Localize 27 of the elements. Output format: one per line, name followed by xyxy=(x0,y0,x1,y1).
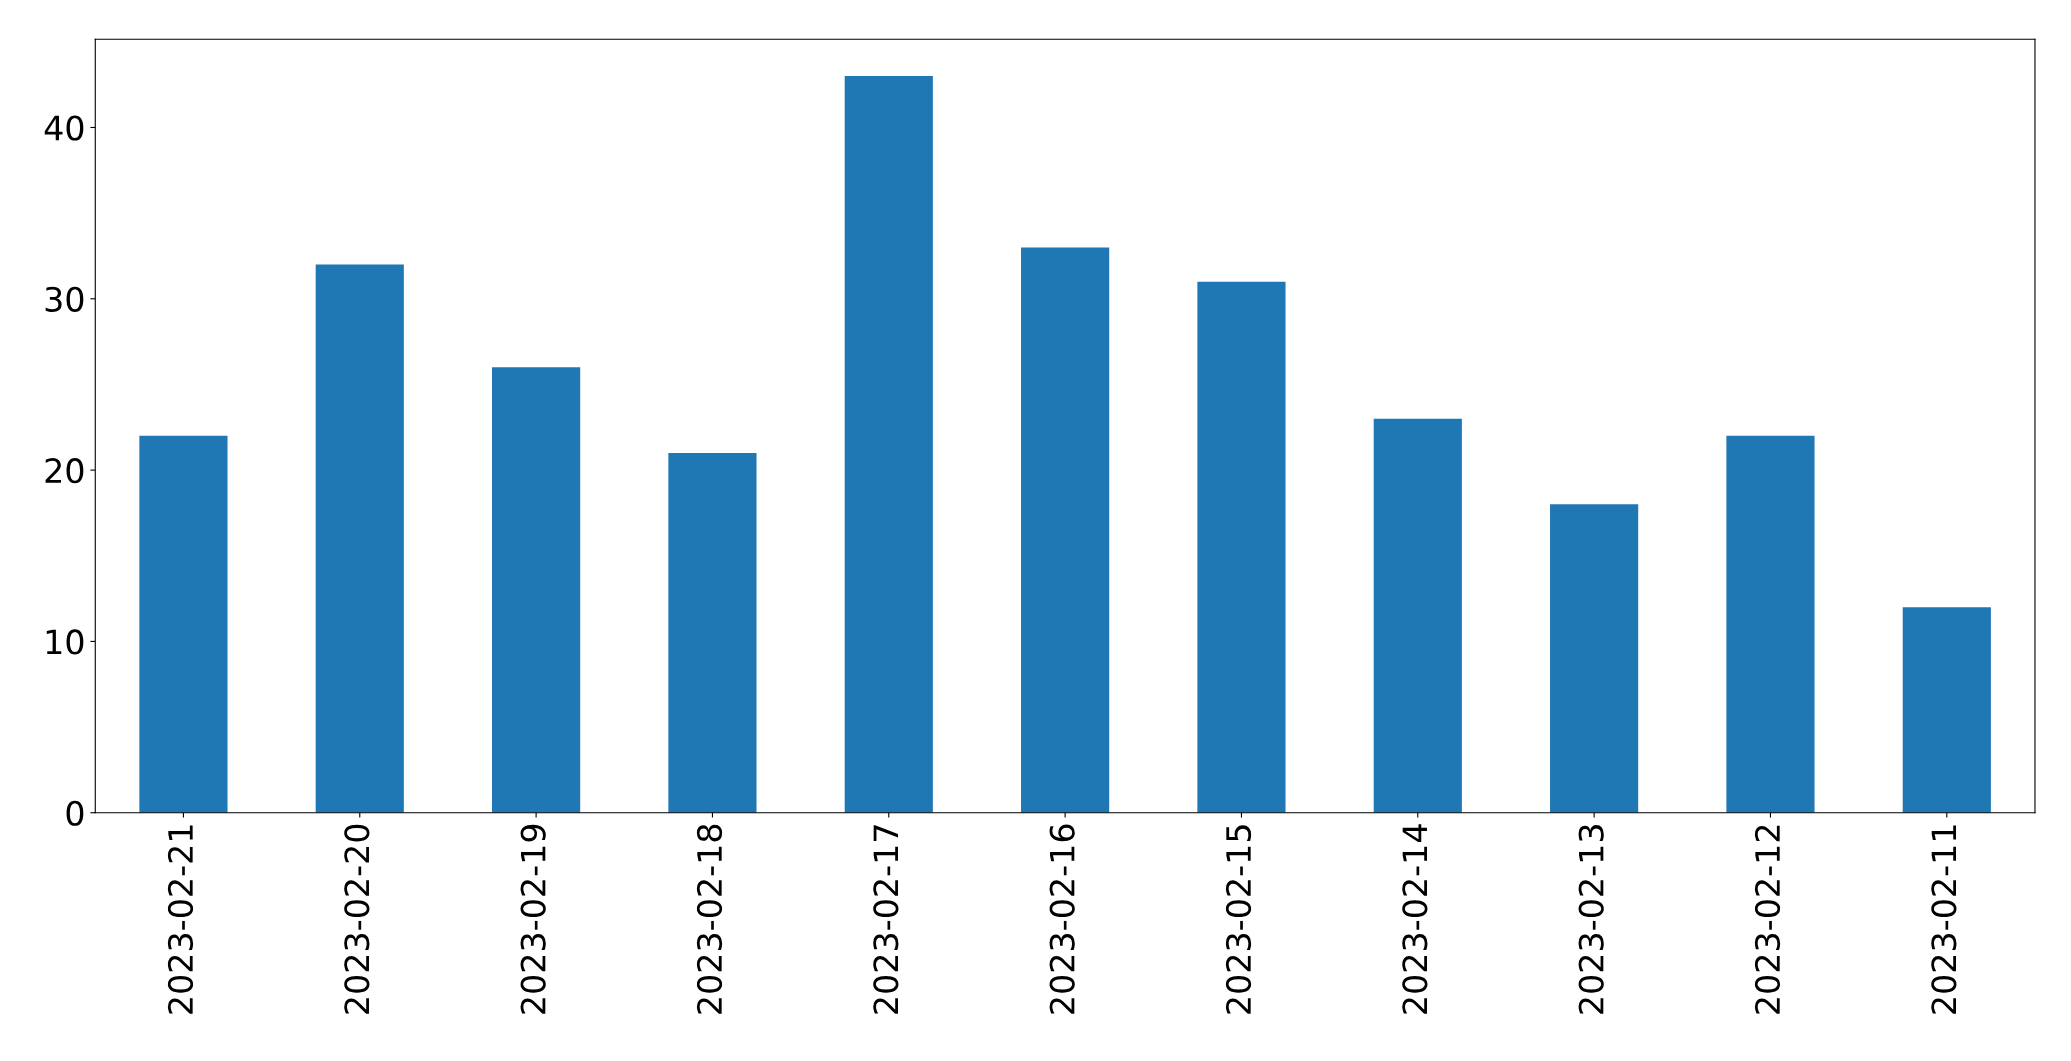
x-tick-label: 2023-02-12 xyxy=(1754,825,1781,1014)
bar xyxy=(844,76,933,813)
x-tick-label: 2023-02-17 xyxy=(873,825,899,1014)
y-tick-label: 0 xyxy=(66,800,84,826)
x-tick-label: 2023-02-16 xyxy=(1049,824,1075,1014)
x-tick-label: 2023-02-14 xyxy=(1402,824,1428,1014)
bar xyxy=(1197,281,1286,813)
bar xyxy=(1021,247,1110,813)
x-tick-label: 2023-02-15 xyxy=(1225,825,1252,1014)
x-tick-label: 2023-02-18 xyxy=(696,824,723,1014)
x-tick-label: 2023-02-13 xyxy=(1578,825,1604,1014)
y-tick-label: 20 xyxy=(45,458,84,484)
y-tick-label: 10 xyxy=(46,629,84,655)
x-tick-label: 2023-02-11 xyxy=(1931,825,1957,1014)
bar xyxy=(1373,418,1462,813)
bar xyxy=(139,435,228,813)
bar xyxy=(1726,435,1815,813)
x-tick-label: 2023-02-21 xyxy=(167,825,194,1014)
bar xyxy=(1550,504,1639,813)
x-tick-label: 2023-02-19 xyxy=(520,824,546,1014)
bar xyxy=(315,264,404,813)
y-tick-label: 30 xyxy=(45,286,84,312)
bar xyxy=(492,367,581,813)
x-tick-label: 2023-02-20 xyxy=(344,824,370,1014)
y-tick-label: 40 xyxy=(44,115,84,141)
bar xyxy=(668,452,757,813)
bar xyxy=(1902,607,1991,813)
